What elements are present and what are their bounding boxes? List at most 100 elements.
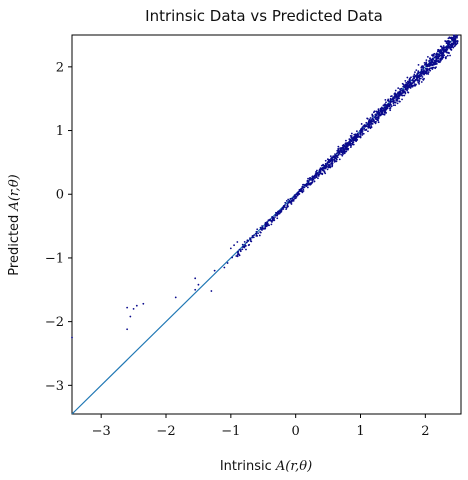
data-point [405, 81, 408, 84]
data-point [385, 112, 387, 114]
data-point [420, 69, 423, 72]
data-point [350, 137, 353, 140]
data-point [366, 117, 369, 120]
data-point [236, 241, 239, 243]
data-point [403, 94, 406, 97]
data-point [377, 119, 379, 122]
data-point [267, 219, 270, 222]
data-point [370, 119, 373, 122]
data-point [279, 209, 282, 212]
data-point [343, 152, 346, 154]
data-point [384, 98, 387, 101]
data-point [356, 134, 359, 136]
data-point [341, 151, 344, 154]
data-point [290, 203, 293, 205]
data-point [261, 225, 263, 227]
data-point [362, 125, 365, 127]
x-axis-label-math: A(r,θ) [275, 459, 312, 474]
data-point [360, 123, 363, 125]
data-point [243, 246, 246, 249]
data-point [430, 62, 433, 64]
data-point [375, 118, 378, 121]
y-axis-label-math: A(r,θ) [7, 174, 22, 211]
data-point [243, 240, 246, 243]
data-point [380, 107, 382, 110]
data-point [357, 135, 360, 138]
data-point [441, 57, 444, 60]
data-point [355, 130, 358, 133]
data-point [247, 240, 250, 242]
data-point [414, 79, 417, 81]
data-point [444, 40, 447, 42]
data-point [343, 145, 346, 147]
data-point [420, 72, 422, 75]
data-point [367, 123, 369, 126]
data-point [352, 141, 355, 144]
data-point [425, 59, 428, 62]
data-point [236, 255, 239, 258]
data-point [350, 140, 353, 142]
data-point [439, 59, 442, 62]
data-point [450, 46, 453, 49]
data-point [356, 138, 359, 141]
data-point [142, 302, 145, 305]
data-point [295, 195, 298, 198]
data-point [397, 97, 400, 100]
data-point [413, 73, 416, 76]
data-point [352, 137, 355, 140]
data-point [439, 54, 442, 57]
data-point [364, 129, 366, 131]
data-point [311, 177, 313, 180]
data-point [377, 117, 380, 120]
data-point [269, 218, 272, 221]
data-point [317, 177, 319, 180]
data-point [302, 188, 305, 191]
data-point [306, 186, 309, 189]
data-point [265, 224, 267, 227]
data-point [443, 49, 446, 52]
data-point [435, 62, 438, 65]
data-point [367, 126, 370, 129]
data-point [432, 66, 435, 69]
data-point [384, 107, 387, 109]
data-point [325, 165, 328, 168]
data-point [359, 135, 362, 137]
data-point [372, 119, 375, 121]
data-point [340, 151, 343, 154]
data-point [456, 42, 459, 45]
data-point [285, 199, 288, 202]
data-point [274, 216, 276, 218]
data-point [197, 283, 200, 286]
data-point [390, 95, 393, 97]
data-point [439, 45, 442, 48]
data-point [419, 77, 422, 80]
data-point [374, 116, 376, 119]
data-point [428, 65, 431, 68]
data-point [436, 50, 439, 53]
data-point [456, 39, 459, 42]
data-point [449, 54, 451, 57]
data-point [446, 51, 448, 54]
data-point [414, 71, 416, 73]
data-point [402, 89, 405, 92]
data-point [368, 120, 371, 122]
data-point [445, 47, 448, 49]
data-point [348, 138, 351, 141]
data-point [406, 88, 409, 90]
data-point [411, 84, 414, 87]
data-point [452, 36, 455, 39]
data-point [396, 102, 399, 105]
data-point [369, 121, 372, 124]
data-point [390, 105, 393, 108]
data-point [447, 42, 450, 45]
data-point [359, 136, 362, 139]
data-point [371, 114, 374, 117]
data-point [448, 37, 451, 39]
data-point [428, 60, 430, 63]
data-point [387, 104, 390, 107]
data-point [331, 158, 334, 161]
data-point [213, 269, 216, 272]
data-point [341, 154, 344, 157]
data-point [380, 106, 383, 109]
